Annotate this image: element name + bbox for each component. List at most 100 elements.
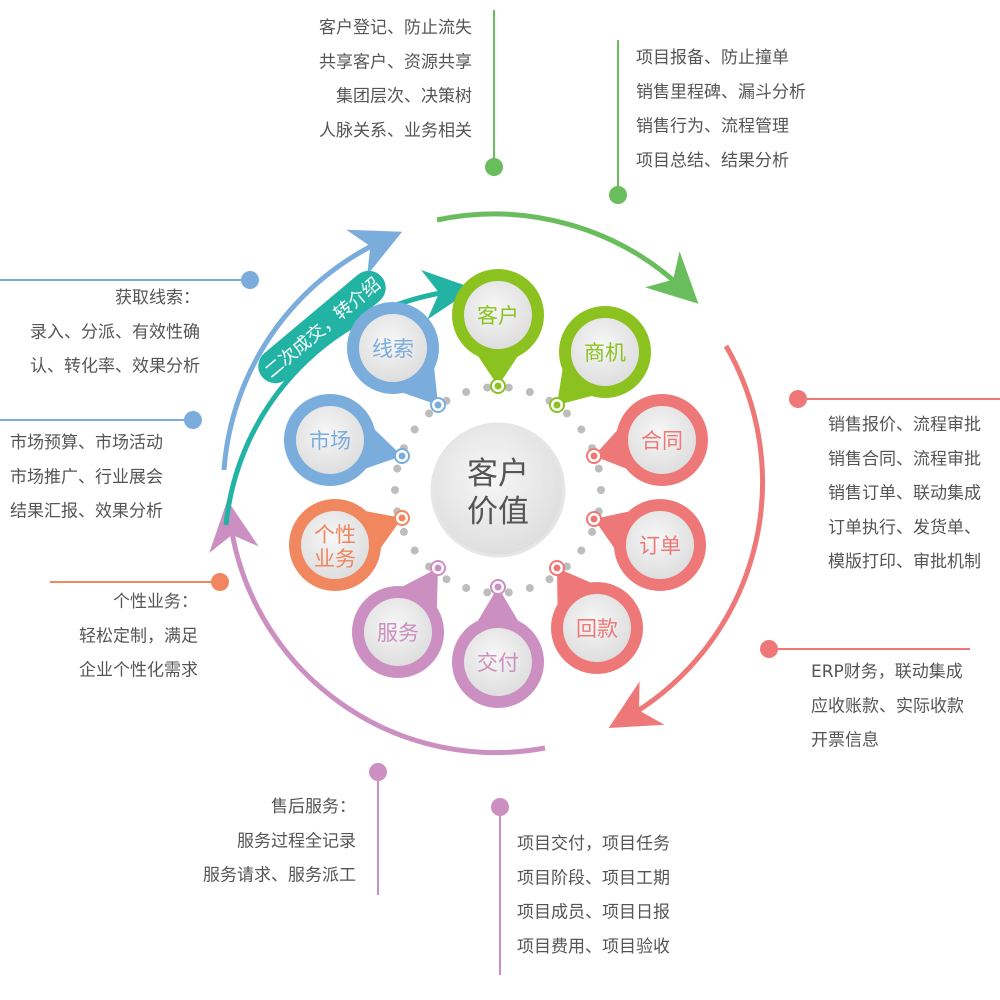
- desc-contract-order-line: 订单执行、发货单、: [828, 518, 981, 538]
- node-label: 线索: [372, 337, 414, 361]
- desc-delivery-line: 项目交付，项目任务: [517, 834, 670, 854]
- node-order[interactable]: 订单: [586, 499, 706, 591]
- desc-delivery-line: 项目成员、项目日报: [517, 903, 670, 923]
- node-label-line1: 个性: [314, 523, 356, 547]
- node-label: 回款: [576, 617, 618, 641]
- ring-dot: [597, 486, 605, 494]
- desc-contract-order-line: 销售报价、流程审批: [828, 415, 981, 435]
- ring-dot: [525, 388, 534, 397]
- cycle-arrow-blue: [221, 229, 403, 471]
- node-label: 客户: [477, 304, 519, 328]
- node-custom[interactable]: 个性业务: [289, 499, 410, 591]
- ring-dot: [393, 464, 402, 473]
- node-label: 订单: [639, 534, 681, 558]
- node-inner: [296, 406, 364, 474]
- desc-service-line: 服务过程全记录: [237, 831, 356, 851]
- desc-leads-line: 录入、分派、有效性确: [30, 322, 200, 342]
- node-contract[interactable]: 合同: [586, 394, 708, 486]
- node-label-line2: 业务: [314, 547, 356, 571]
- pin-center: [553, 564, 561, 572]
- pin-center: [494, 583, 502, 591]
- cycle-arrow-green: [436, 211, 699, 304]
- pin-center: [434, 564, 442, 572]
- desc-opportunity-line: 销售里程碑、漏斗分析: [636, 82, 806, 102]
- node-inner: [359, 314, 427, 382]
- ring-dot: [525, 583, 534, 592]
- ring-dot: [399, 527, 408, 536]
- ring-dot: [545, 575, 554, 584]
- node-leads[interactable]: 线索: [347, 302, 446, 413]
- ring-dot: [562, 409, 571, 418]
- desc-leads-line: 认、转化率、效果分析: [30, 357, 200, 377]
- ring-dot: [483, 383, 492, 392]
- pin-center: [553, 401, 561, 409]
- ring-dot: [504, 383, 513, 392]
- node-service[interactable]: 服务: [352, 560, 446, 678]
- desc-market-line: 结果汇报、效果分析: [10, 502, 163, 522]
- desc-opportunity-line: 项目报备、防止撞单: [636, 48, 789, 68]
- desc-market-line: 市场推广、行业展会: [10, 467, 163, 487]
- ring-dot: [483, 588, 492, 597]
- ring-dot: [588, 527, 597, 536]
- node-label: 交付: [477, 651, 519, 675]
- node-inner: [464, 281, 532, 349]
- center-line2: 价值: [467, 494, 529, 530]
- node-label: 市场: [309, 429, 351, 453]
- desc-customer-line: 客户登记、防止流失: [319, 18, 472, 38]
- node-market[interactable]: 市场: [284, 394, 410, 486]
- desc-delivery-line: 项目费用、项目验收: [517, 937, 670, 957]
- desc-contract-order-line: 模版打印、审批机制: [828, 552, 981, 572]
- node-payment[interactable]: 回款: [549, 560, 643, 674]
- desc-service-line: 售后服务：: [271, 797, 356, 817]
- node-inner: [563, 594, 631, 662]
- ring-dot: [577, 425, 586, 434]
- cycle-arrow-purple: [209, 500, 546, 756]
- node-inner: [301, 511, 369, 579]
- desc-service-line: 服务请求、服务派工: [203, 866, 356, 886]
- pin-center: [398, 514, 406, 522]
- node-label: 合同: [641, 429, 683, 453]
- pin-center: [590, 515, 598, 523]
- ring-dot: [577, 546, 586, 555]
- desc-delivery-line: 项目阶段、项目工期: [517, 868, 670, 888]
- node-opportunity[interactable]: 商机: [549, 306, 651, 413]
- ring-dot: [504, 588, 513, 597]
- node-inner: [571, 318, 639, 386]
- ring-dot: [462, 388, 471, 397]
- ring-dot: [442, 575, 451, 584]
- center-line1: 客户: [467, 456, 529, 492]
- node-delivery[interactable]: 交付: [452, 579, 544, 708]
- node-customer[interactable]: 客户: [452, 269, 544, 394]
- desc-customer-line: 集团层次、决策树: [336, 87, 472, 107]
- node-pointer: [476, 353, 520, 386]
- desc-payment-line: ERP财务，联动集成: [811, 662, 963, 682]
- pin-center: [590, 452, 598, 460]
- node-label: 服务: [377, 621, 419, 645]
- desc-customer-line: 共享客户、资源共享: [319, 52, 472, 72]
- desc-opportunity-line: 项目总结、结果分析: [636, 151, 789, 171]
- node-pointer: [476, 587, 520, 624]
- ring-dot: [410, 546, 419, 555]
- ring-dot: [594, 464, 603, 473]
- desc-leads-line: 获取线索：: [115, 288, 200, 308]
- desc-payment-line: 开票信息: [811, 731, 879, 751]
- ring-dot: [425, 409, 434, 418]
- ring-dot: [391, 486, 399, 494]
- ring-dot: [462, 583, 471, 592]
- desc-market-line: 市场预算、市场活动: [10, 433, 163, 453]
- node-inner: [626, 511, 694, 579]
- pin-center: [494, 382, 502, 390]
- node-inner: [628, 406, 696, 474]
- desc-custom-line: 个性业务：: [113, 592, 198, 612]
- desc-contract-order-line: 销售订单、联动集成: [828, 484, 981, 504]
- desc-contract-order-line: 销售合同、流程审批: [828, 449, 981, 469]
- center-circle: [430, 422, 566, 558]
- desc-payment-line: 应收账款、实际收款: [811, 696, 964, 716]
- node-inner: [464, 628, 532, 696]
- pin-center: [434, 401, 442, 409]
- connectors: [0, 10, 1000, 975]
- desc-custom-line: 轻松定制，满足: [79, 626, 198, 646]
- desc-custom-line: 企业个性化需求: [79, 661, 198, 681]
